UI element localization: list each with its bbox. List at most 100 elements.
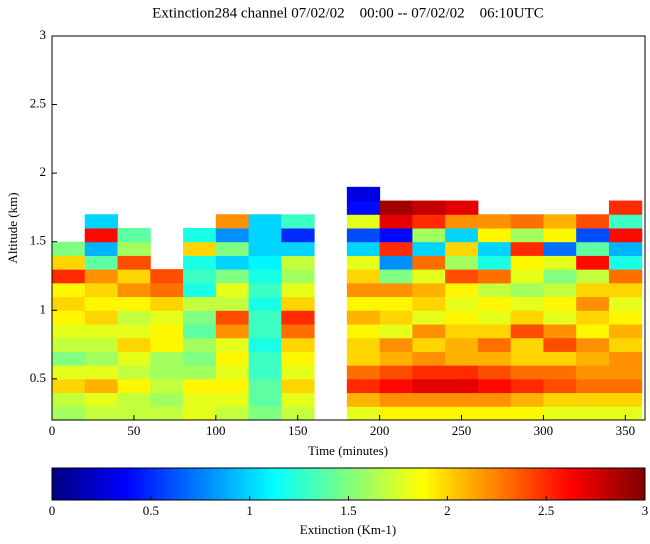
heat-cell (608, 337, 643, 352)
heat-cell (477, 296, 512, 311)
heat-cell (576, 351, 610, 366)
heat-cell (346, 337, 381, 352)
heat-cell (215, 269, 250, 284)
heat-cell (52, 241, 86, 256)
heat-cell (346, 255, 381, 270)
heat-cell (379, 351, 413, 366)
heat-cell (52, 255, 86, 270)
heat-cell (52, 378, 86, 394)
heat-cell (445, 255, 479, 270)
heat-cell (281, 392, 315, 407)
heat-cell (84, 241, 119, 256)
colorbar-tick-label: 2 (444, 503, 451, 518)
heat-cell (477, 228, 512, 243)
heat-cell (150, 392, 184, 407)
heat-cell (346, 214, 381, 229)
heat-cell (576, 365, 610, 380)
x-tick-label: 100 (206, 423, 226, 438)
heat-cell (412, 365, 446, 380)
heat-cell (215, 324, 250, 339)
heat-cell (248, 378, 282, 394)
heat-cell (215, 351, 250, 366)
heat-cell (576, 337, 610, 352)
heat-cell (84, 228, 119, 243)
heat-cell (281, 406, 315, 421)
heat-cell (281, 324, 315, 339)
heat-cell (379, 241, 413, 256)
heat-cell (576, 255, 610, 270)
heat-cell (52, 365, 86, 380)
heat-cell (477, 351, 512, 366)
heat-cell (510, 269, 544, 284)
heat-cell (346, 324, 381, 339)
heat-cell (379, 337, 413, 352)
colorbar-tick-label: 2.5 (538, 503, 554, 518)
heat-cell (576, 324, 610, 339)
heat-cell (510, 310, 544, 325)
heat-cell (379, 310, 413, 325)
heat-cell (412, 296, 446, 311)
heat-cell (183, 282, 217, 298)
heat-cell (52, 324, 86, 339)
heat-cell (52, 337, 86, 352)
heat-cell (510, 392, 544, 407)
heat-cell (576, 310, 610, 325)
heat-cell (84, 351, 119, 366)
heat-cell (248, 392, 282, 407)
heat-cell (248, 310, 282, 325)
heat-cell (412, 337, 446, 352)
heat-cell (510, 282, 544, 298)
heat-cell (52, 351, 86, 366)
heat-cell (543, 296, 577, 311)
heat-cell (608, 310, 643, 325)
heat-cell (346, 296, 381, 311)
heat-cell (150, 324, 184, 339)
heat-cell (84, 392, 119, 407)
heat-cell (183, 269, 217, 284)
heat-cell (84, 296, 119, 311)
heat-cell (379, 324, 413, 339)
heat-cell (608, 269, 643, 284)
heat-cell (477, 310, 512, 325)
heat-cell (445, 269, 479, 284)
heat-cell (215, 310, 250, 325)
heat-cell (52, 269, 86, 284)
heat-cell (412, 255, 446, 270)
heat-cell (445, 282, 479, 298)
heat-cell (543, 228, 577, 243)
heat-cell (346, 269, 381, 284)
heat-cell (510, 324, 544, 339)
heat-cell (445, 310, 479, 325)
heat-cell (608, 200, 643, 215)
y-tick-label: 1 (40, 301, 47, 316)
heat-cell (183, 241, 217, 256)
heat-cell (52, 310, 86, 325)
y-tick-label: 0.5 (30, 370, 46, 385)
heat-cell (445, 214, 479, 229)
heat-cell (445, 365, 479, 380)
heat-cell (281, 228, 315, 243)
heat-cell (248, 324, 282, 339)
heat-cell (281, 241, 315, 256)
heat-cell (150, 406, 184, 421)
heat-cell (84, 255, 119, 270)
heat-cell (379, 365, 413, 380)
heat-cell (281, 255, 315, 270)
heat-cell (412, 241, 446, 256)
heat-cell (510, 365, 544, 380)
heat-cell (477, 406, 512, 421)
heat-cell (543, 310, 577, 325)
heat-cell (117, 324, 151, 339)
heat-cell (576, 241, 610, 256)
heat-cell (412, 269, 446, 284)
x-tick-label: 150 (288, 423, 308, 438)
heat-cell (281, 337, 315, 352)
colorbar-tick-label: 0.5 (143, 503, 159, 518)
heat-cell (346, 378, 381, 394)
heat-cell (543, 324, 577, 339)
heat-cell (543, 214, 577, 229)
heat-cell (379, 200, 413, 215)
heat-cell (215, 365, 250, 380)
heat-cell (576, 378, 610, 394)
heat-cell (248, 241, 282, 256)
